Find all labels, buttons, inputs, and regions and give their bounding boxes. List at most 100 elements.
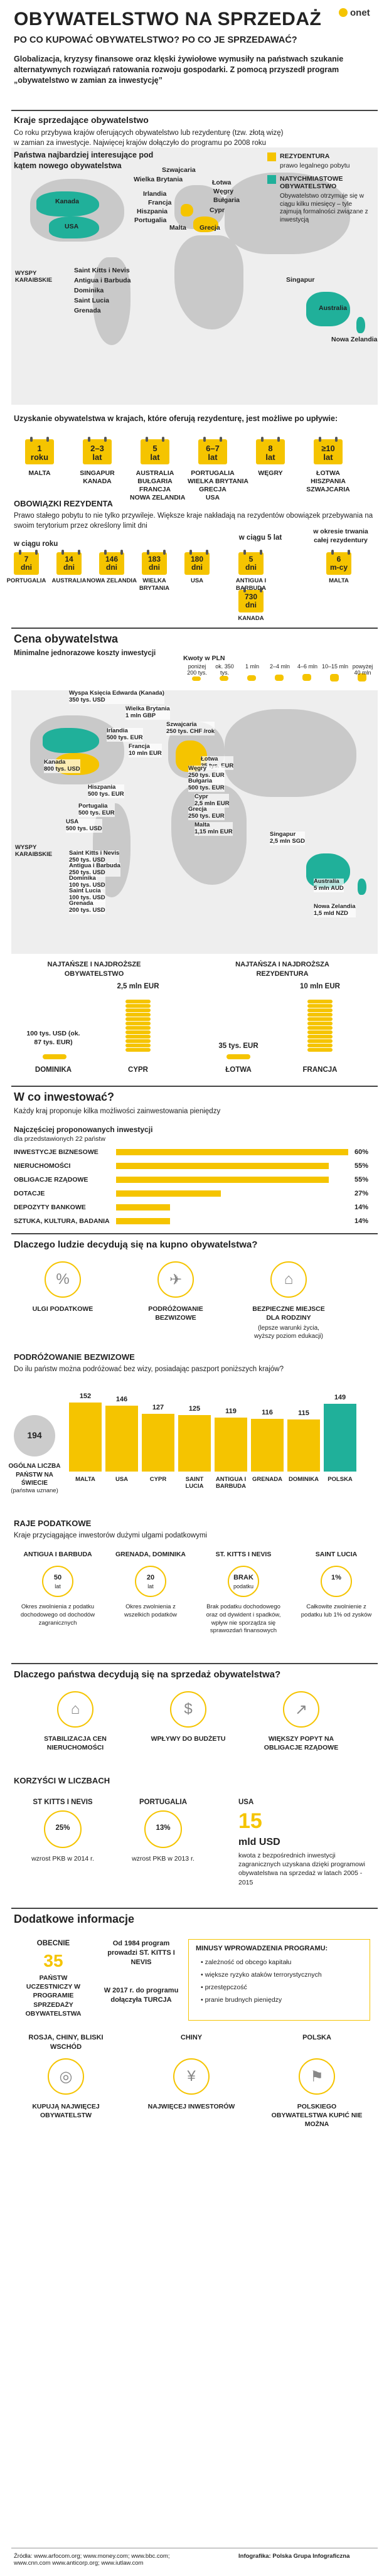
section-title-10: KORZYŚCI W LICZBACH: [14, 1776, 110, 1785]
map-new-zealand: [358, 879, 366, 895]
tax-circle: [42, 1566, 73, 1597]
map-canada: [36, 191, 99, 216]
cmp2-low-country: ŁOTWA: [225, 1066, 252, 1074]
price-label: Saint Lucia 100 tys. USD: [69, 887, 105, 902]
legend-coin-icon: [275, 675, 284, 681]
visa-country: GRENADA: [252, 1476, 283, 1483]
percent-icon: %: [45, 1261, 81, 1298]
coin-stack-piece: [125, 1035, 151, 1039]
price-country: Francja: [129, 743, 150, 750]
legend-coin-icon: [220, 675, 228, 681]
bar: [116, 1177, 329, 1183]
citizenship-country: AUSTRALIA BUŁGARIA FRANCJA NOWA ZELANDIA: [130, 469, 186, 502]
bar-value: 14%: [354, 1204, 369, 1211]
reason-family: BEZPIECZNE MIEJSCE DLA RODZINY: [252, 1305, 325, 1322]
section-sub-4: Minimalne jednorazowe koszty inwestycji: [14, 649, 156, 657]
tax-circle: [228, 1566, 259, 1597]
map-label: Australia: [319, 304, 347, 312]
calendar-icon: 6–7 lat: [198, 437, 227, 464]
duty-country: PORTUGALIA: [6, 577, 46, 584]
legend-item: 1 mln: [245, 663, 259, 670]
coin-dominika: [43, 1054, 67, 1059]
map-title: Państwa najbardziej interesujące pod kąt…: [14, 151, 154, 170]
coin-stack-piece: [307, 1030, 333, 1034]
bar-label: SZTUKA, KULTURA, BADANIA: [14, 1217, 110, 1225]
visa-bar: [105, 1405, 138, 1472]
coin-stack-piece: [125, 1039, 151, 1043]
coin-stack-piece: [307, 1044, 333, 1047]
risk-item: • pranie brudnych pieniędzy: [201, 1996, 282, 2004]
coin-stack-piece: [307, 1004, 333, 1008]
benefit-usa: USA: [238, 1798, 254, 1806]
price-country: USA: [66, 818, 79, 825]
visa-value: 146: [115, 1395, 128, 1403]
buyer-2: CHINY: [180, 2034, 203, 2041]
price-country: Dominika: [69, 875, 96, 882]
legend-item: 10–15 mln: [321, 663, 349, 670]
legend-coin-icon: [330, 673, 339, 681]
benefit-country-2: PORTUGALIA: [139, 1798, 188, 1806]
footer-sources: Źródła: www.arfocom.org; www.money.com; …: [14, 2553, 170, 2567]
price-label: Kanada 800 tys. USD: [44, 759, 80, 773]
bar-value: 55%: [354, 1176, 369, 1184]
calendar-icon: 7 dni: [14, 550, 39, 575]
price-label: Wielka Brytania 1 mln GBP: [125, 705, 170, 720]
visa-bar: [69, 1403, 102, 1472]
coin-stack-piece: [307, 1013, 333, 1017]
legend-item: 4–6 mln: [297, 663, 318, 670]
total-circle: [14, 1415, 55, 1456]
tax-desc: Całkowite zwolnienie z podatku lub 1% od…: [301, 1603, 372, 1618]
buyer-1-desc: KUPUJĄ NAJWIĘCEJ OBYWATELSTW: [32, 2103, 100, 2120]
price-country: Nowa Zelandia: [314, 903, 356, 910]
visa-value: 119: [225, 1408, 237, 1416]
benefit-country-1: ST KITTS I NEVIS: [33, 1798, 93, 1806]
benefit-usa-value: 15: [238, 1809, 262, 1833]
section-text-5: Każdy kraj proponuje kilka możliwości za…: [14, 1108, 221, 1115]
legend-2-label: NATYCHMIASTOWE OBYWATELSTWO: [280, 175, 343, 190]
visa-country: DOMINIKA: [288, 1476, 319, 1483]
price-value: 250 tys. CHF /rok: [166, 727, 215, 735]
price-country: Hiszpania: [88, 784, 116, 791]
price-label: Malta 1,15 mln EUR: [194, 821, 233, 836]
tax-value: 20: [146, 1574, 155, 1581]
island-label: Grenada: [74, 307, 101, 314]
price-country: Łotwa: [201, 756, 218, 762]
cmp2-high-country: FRANCJA: [302, 1066, 338, 1074]
price-country: Wielka Brytania: [125, 705, 170, 712]
page-title: OBYWATELSTWO NA SPRZEDAŻ: [14, 9, 322, 29]
visa-country: USA: [115, 1476, 129, 1483]
price-value: 100 tys. USD: [69, 894, 105, 901]
visa-bar: [178, 1414, 211, 1472]
family-icon: ⌂: [270, 1261, 307, 1298]
price-country: Saint Lucia: [69, 887, 101, 894]
buyer-2-desc: NAJWIĘCEJ INWESTORÓW: [147, 2103, 235, 2110]
map-label: Węgry: [213, 188, 234, 195]
map-label: Malta: [169, 224, 186, 232]
coin-stack-piece: [125, 1044, 151, 1047]
islands-title: WYSPY KARAIBSKIE: [15, 270, 53, 284]
section-title-4: Cena obywatelstwa: [14, 633, 119, 645]
tax-unit: lat: [147, 1583, 154, 1590]
cmp2-title: NAJTAŃSZA I NAJDROŻSZA REZYDENTURA: [235, 961, 329, 978]
section-text-1: Co roku przybywa krajów oferujących obyw…: [14, 129, 284, 147]
price-value: 2,5 mln EUR: [194, 799, 230, 807]
bar-label: NIERUCHOMOŚCI: [14, 1162, 71, 1170]
state-reason-1: STABILIZACJA CEN NIERUCHOMOŚCI: [44, 1735, 107, 1751]
tax-value: BRAK: [233, 1574, 253, 1581]
duty-header-5y: w ciągu 5 lat: [238, 534, 282, 542]
price-country: Australia: [314, 878, 339, 885]
price-country: Antigua i Barbuda: [69, 862, 120, 869]
map-new-zealand: [356, 317, 365, 333]
buyer-1: ROSJA, CHINY, BLISKI WSCHÓD: [28, 2034, 104, 2051]
island-label: Saint Kitts i Nevis: [74, 267, 130, 274]
divider: [11, 110, 378, 111]
tax-country: ST. KITTS I NEVIS: [215, 1551, 272, 1558]
divider: [11, 1086, 378, 1087]
pie-portugal: [144, 1810, 182, 1848]
legend-2-sub: Obywatelstwo otrzymuje się w ciągu kilku…: [280, 193, 368, 223]
duty-country: WIELKA BRYTANIA: [139, 577, 170, 592]
price-value: 200 tys. USD: [69, 906, 105, 914]
onet-logo[interactable]: onet: [339, 8, 370, 18]
calendar-icon: 146 dni: [99, 550, 124, 575]
price-country: Singapur: [270, 831, 296, 838]
